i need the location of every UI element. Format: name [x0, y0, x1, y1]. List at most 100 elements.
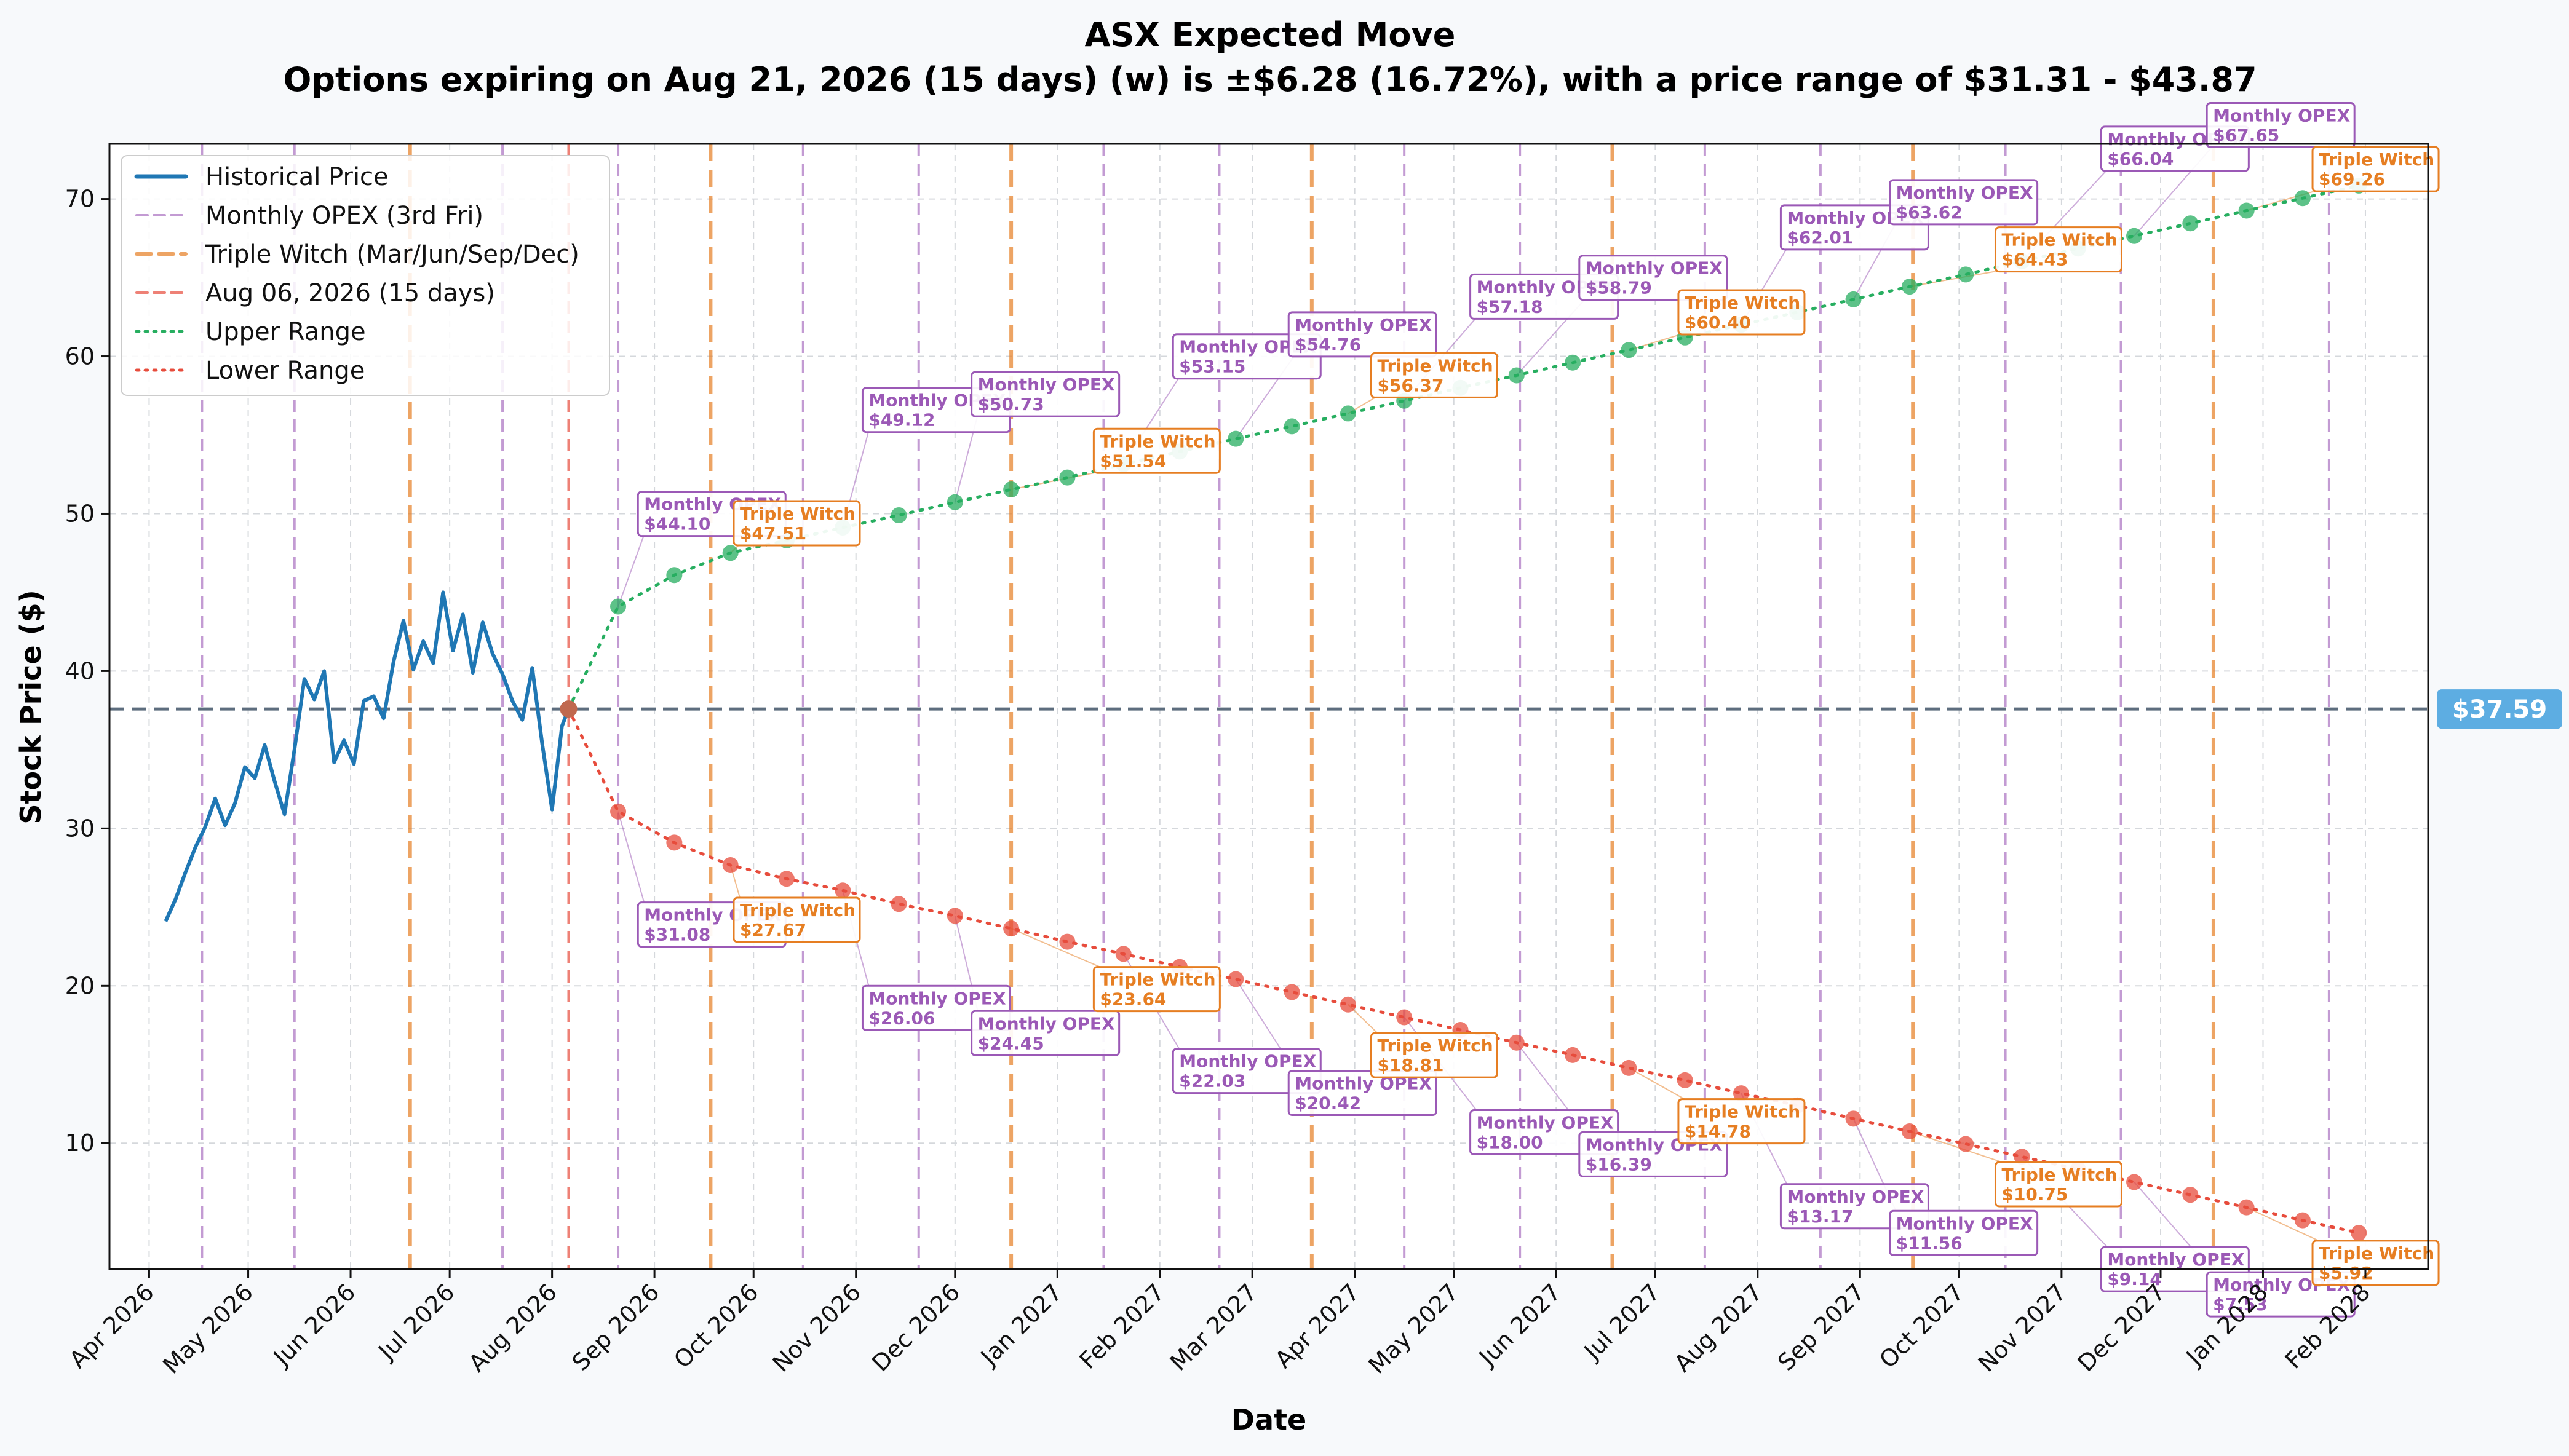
lower-range-point [610, 803, 627, 820]
monthly-opex-label: Monthly OPEX$50.73 [971, 371, 1121, 417]
lower-range-point [2351, 1225, 2367, 1241]
upper-range-point [1059, 469, 1076, 486]
annotation-value: $24.45 [978, 1033, 1044, 1053]
annotation-title: Triple Witch [740, 504, 856, 524]
annotation-value: $18.81 [1377, 1055, 1443, 1075]
annotation-title: Monthly OPEX [868, 988, 1006, 1008]
upper-range-point [666, 567, 683, 584]
annotation-value: $49.12 [868, 410, 935, 430]
annotation-value: $11.56 [1896, 1233, 1963, 1253]
annotation-title: Triple Witch [1685, 1102, 1800, 1122]
annotation-value: $69.26 [2319, 169, 2385, 189]
annotation-title: Monthly OPEX [1295, 315, 1432, 335]
x-tick-label: Jun 2027 [1473, 1278, 1566, 1371]
annotation-title: Monthly OPEX [978, 374, 1115, 395]
annotation-title: Triple Witch [1377, 355, 1493, 376]
annotations: Monthly OPEX $44.10 Triple Witch$47.51 Mont… [637, 101, 2440, 1318]
lower-range-point [666, 834, 683, 851]
x-tick-label: Sep 2026 [567, 1278, 665, 1376]
annotation-value: $60.40 [1685, 312, 1751, 333]
lower-range-point [1284, 984, 1300, 1000]
annotation-title: Triple Witch [740, 900, 856, 920]
annotation-title: Triple Witch [2001, 1165, 2117, 1185]
x-tick-label: Sep 2027 [1773, 1278, 1870, 1376]
upper-range-point [2182, 215, 2199, 232]
triple-witch-label: Triple Witch$64.43 [1994, 226, 2122, 273]
annotation-value: $51.54 [1100, 451, 1166, 471]
x-axis-label: Date [1231, 1403, 1306, 1436]
lower-range-point [1508, 1034, 1525, 1051]
x-tick-label: Jun 2026 [268, 1278, 360, 1371]
upper-range-point [2238, 202, 2255, 219]
annotation-value: $16.39 [1586, 1154, 1652, 1174]
annotation-value: $44.10 [644, 514, 710, 534]
lower-range-point [1115, 946, 1132, 962]
lower-range-point [1901, 1123, 1918, 1140]
lower-range-point [2014, 1149, 2030, 1165]
annotation-value: $13.17 [1787, 1206, 1853, 1227]
annotation-box [2206, 101, 2356, 148]
annotation-box [1092, 966, 1221, 1013]
annotation-box [1287, 311, 1437, 358]
annotation-value: $9.14 [2107, 1269, 2162, 1289]
upper-range-point [610, 598, 627, 615]
triple-witch-label: Triple Witch$23.64 [1092, 966, 1221, 1013]
annotation-box [971, 371, 1121, 417]
x-tick-label: Aug 2026 [463, 1278, 562, 1377]
triple-witch-label: Triple Witch$47.51 [733, 500, 861, 547]
lower-range-point [1228, 971, 1244, 987]
annotation-box [1889, 179, 2039, 226]
upper-range-point [2294, 190, 2311, 207]
x-tick-label: May 2026 [157, 1278, 258, 1379]
lower-range-point [722, 857, 739, 873]
lower-range-point [1958, 1136, 1974, 1152]
annotation-connector [1909, 1131, 2002, 1163]
annotation-value: $62.01 [1787, 228, 1853, 248]
annotation-value: $53.15 [1179, 357, 1245, 377]
chart-subtitle: Options expiring on Aug 21, 2026 (15 day… [283, 60, 2257, 99]
annotation-connector [1011, 928, 1100, 968]
annotation-value: $54.76 [1295, 334, 1361, 355]
annotation-title: Monthly OPEX [978, 1013, 1115, 1034]
triple-witch-label: Triple Witch$5.92 [2311, 1240, 2440, 1286]
x-tick-label: Oct 2026 [669, 1278, 764, 1374]
annotation-connector [617, 534, 645, 607]
annotation-value: $63.62 [1896, 202, 1963, 223]
annotation-title: Triple Witch [2319, 149, 2434, 170]
lower-range-point [2294, 1212, 2311, 1228]
y-tick-label: 10 [65, 1130, 95, 1157]
annotation-box [1370, 1032, 1498, 1078]
annotation-value: $10.75 [2001, 1184, 2068, 1205]
annotation-value: $58.79 [1586, 278, 1652, 298]
triple-witch-label: Triple Witch$10.75 [1994, 1161, 2122, 1208]
upper-range-point [947, 494, 963, 510]
annotation-title: Monthly OPEX [1896, 1213, 2033, 1233]
annotation-value: $50.73 [978, 394, 1044, 414]
lower-range-point [1340, 996, 1356, 1013]
annotation-value: $18.00 [1477, 1132, 1543, 1152]
annotation-value: $23.64 [1100, 989, 1166, 1010]
annotation-title: Monthly OPEX [1477, 1112, 1614, 1133]
annotation-title: Monthly OPEX [1896, 183, 2033, 203]
x-tick-label: Dec 2027 [2072, 1278, 2170, 1377]
triple-witch-label: Triple Witch$51.54 [1092, 427, 1221, 474]
y-axis-label: Stock Price ($) [14, 590, 47, 824]
y-tick-label: 30 [65, 815, 95, 842]
annotation-title: Triple Witch [1377, 1035, 1493, 1056]
upper-range-point [1003, 481, 1020, 498]
lower-range-point [1733, 1085, 1749, 1102]
y-tick-label: 60 [65, 343, 95, 370]
annotation-value: $26.06 [868, 1008, 935, 1028]
lower-range-point [835, 882, 851, 899]
annotation-box [733, 896, 861, 943]
annotation-value: $64.43 [2001, 250, 2068, 270]
x-tick-label: Jul 2026 [373, 1278, 460, 1366]
annotation-value: $56.37 [1377, 375, 1443, 395]
grid [109, 144, 2428, 1269]
lower-range-point [1621, 1059, 1637, 1076]
legend: Historical Price Monthly OPEX (3rd Fri) Tr… [121, 155, 610, 396]
legend-item-label: Lower Range [205, 357, 365, 385]
chart-title: ASX Expected Move [1085, 15, 1456, 54]
legend-item-label: Historical Price [205, 163, 389, 191]
monthly-opex-label: Monthly OPEX$24.45 [971, 1010, 1121, 1056]
